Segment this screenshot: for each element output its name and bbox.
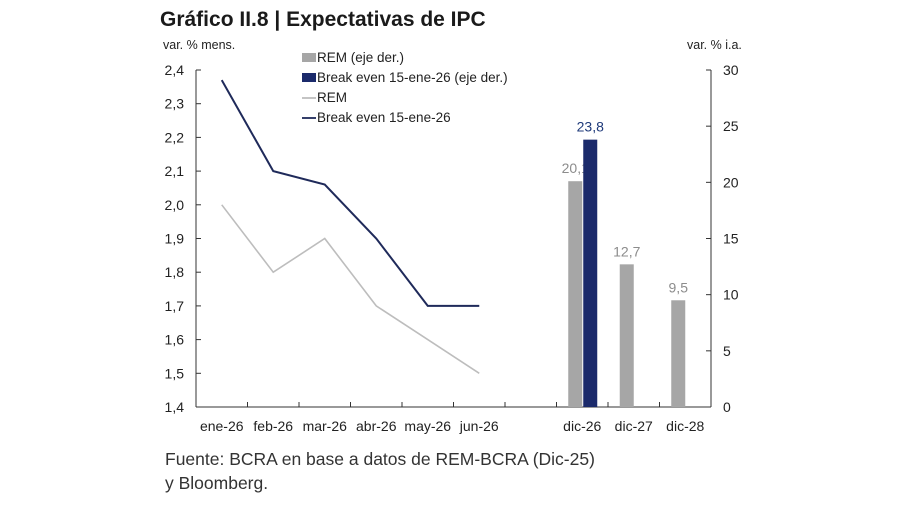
bar-break-even-dic-26	[583, 139, 598, 407]
left-tick-label: 2,3	[165, 96, 185, 112]
left-tick-label: 2,0	[165, 197, 185, 213]
right-tick-label: 30	[723, 62, 739, 78]
right-tick-label: 10	[723, 287, 739, 303]
x-tick-label: dic-28	[666, 418, 704, 434]
bar-label-dic-26: 20,1	[562, 160, 589, 176]
x-tick-label: mar-26	[303, 418, 348, 434]
right-tick-label: 15	[723, 231, 739, 247]
left-tick-label: 2,4	[165, 62, 185, 78]
source-note: Fuente: BCRA en base a datos de REM-BCRA…	[165, 447, 595, 495]
legend-swatch	[302, 73, 316, 82]
left-tick-label: 1,4	[165, 399, 185, 415]
legend-label: Break even 15-ene-26 (eje der.)	[317, 70, 508, 85]
line-rem	[221, 204, 480, 374]
x-tick-label: jun-26	[459, 418, 499, 434]
source-line-1: Fuente: BCRA en base a datos de REM-BCRA…	[165, 449, 595, 469]
left-tick-label: 2,1	[165, 163, 185, 179]
right-tick-label: 20	[723, 174, 739, 190]
right-tick-label: 0	[723, 399, 731, 415]
x-tick-label: ene-26	[200, 418, 244, 434]
left-tick-label: 1,8	[165, 264, 185, 280]
bar-rem-dic-27	[619, 264, 634, 407]
legend-swatch	[302, 53, 316, 62]
bar-rem-dic-28	[671, 300, 686, 407]
bar-label-dic-26: 23,8	[577, 119, 604, 135]
bar-label-dic-28: 9,5	[669, 279, 689, 295]
left-tick-label: 1,6	[165, 332, 185, 348]
legend-label: REM (eje der.)	[317, 50, 404, 65]
left-tick-label: 2,2	[165, 129, 185, 145]
source-line-2: y Bloomberg.	[165, 473, 269, 493]
left-tick-label: 1,5	[165, 365, 185, 381]
legend-label: REM	[317, 90, 347, 105]
chart-title: Gráfico II.8 | Expectativas de IPC	[160, 8, 486, 31]
x-tick-label: may-26	[404, 418, 451, 434]
bar-rem-dic-26	[568, 181, 583, 407]
x-tick-label: dic-26	[563, 418, 601, 434]
left-tick-label: 1,7	[165, 298, 185, 314]
x-tick-label: abr-26	[356, 418, 397, 434]
right-axis-label: var. % i.a.	[687, 38, 742, 52]
right-tick-label: 25	[723, 118, 739, 134]
right-tick-label: 5	[723, 343, 731, 359]
legend-label: Break even 15-ene-26	[317, 110, 451, 125]
line-break-even	[220, 79, 480, 307]
left-tick-label: 1,9	[165, 231, 185, 247]
x-tick-label: dic-27	[615, 418, 653, 434]
bar-label-dic-27: 12,7	[613, 243, 640, 259]
x-tick-label: feb-26	[253, 418, 293, 434]
left-axis-label: var. % mens.	[163, 38, 236, 52]
